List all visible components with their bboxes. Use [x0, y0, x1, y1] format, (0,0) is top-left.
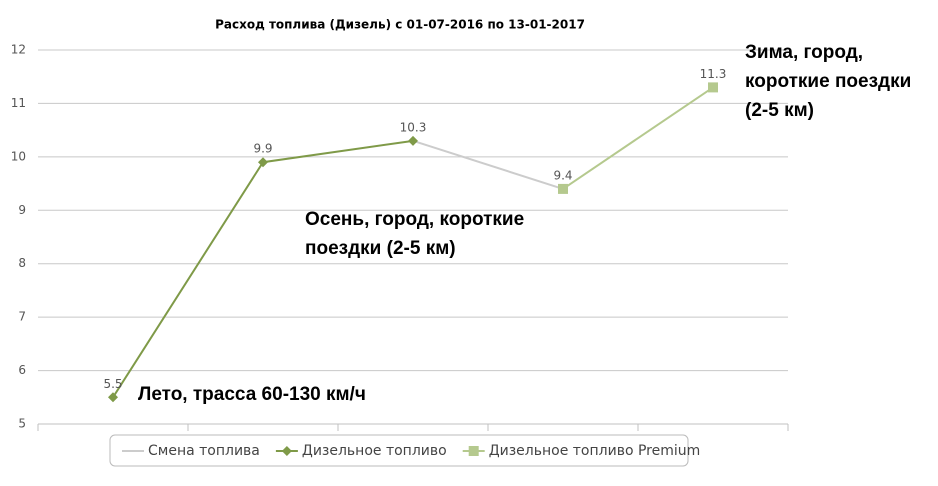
chart-title: Расход топлива (Дизель) с 01-07-2016 по … [215, 18, 585, 32]
series-line [412, 139, 564, 190]
x-axis-ticks [37, 424, 789, 431]
annotation: короткие поездки [745, 71, 911, 92]
y-tick-label: 11 [11, 96, 26, 110]
legend-marker [281, 446, 292, 456]
legend-label: Дизельное топливо [302, 443, 447, 459]
annotation: (2-5 км) [745, 100, 814, 121]
y-tick-label: 10 [11, 149, 26, 163]
legend-label: Дизельное топливо Premium [489, 443, 701, 459]
value-label: 11.3 [700, 67, 727, 81]
point [108, 392, 118, 403]
point [258, 157, 268, 168]
point [408, 135, 418, 146]
series-line [562, 86, 714, 190]
legend-marker [468, 446, 479, 456]
y-tick-label: 6 [18, 363, 26, 377]
y-tick-label: 12 [11, 43, 26, 57]
legend-label: Смена топлива [148, 443, 260, 459]
annotation: Зима, город, [745, 42, 863, 63]
point [558, 183, 568, 194]
legend-box [109, 434, 689, 467]
annotation: Лето, трасса 60-130 км/ч [138, 384, 366, 405]
annotation: поездки (2-5 км) [305, 238, 456, 259]
y-tick-label: 7 [18, 310, 26, 324]
point [708, 82, 718, 93]
value-label: 10.3 [400, 120, 427, 134]
value-label: 5.5 [103, 377, 122, 391]
value-label: 9.9 [253, 142, 272, 156]
y-tick-label: 8 [18, 256, 26, 270]
y-tick-label: 5 [18, 417, 26, 431]
value-label: 9.4 [553, 168, 572, 182]
series-line [112, 139, 414, 398]
y-tick-label: 9 [18, 203, 26, 217]
annotation: Осень, город, короткие [305, 209, 524, 230]
